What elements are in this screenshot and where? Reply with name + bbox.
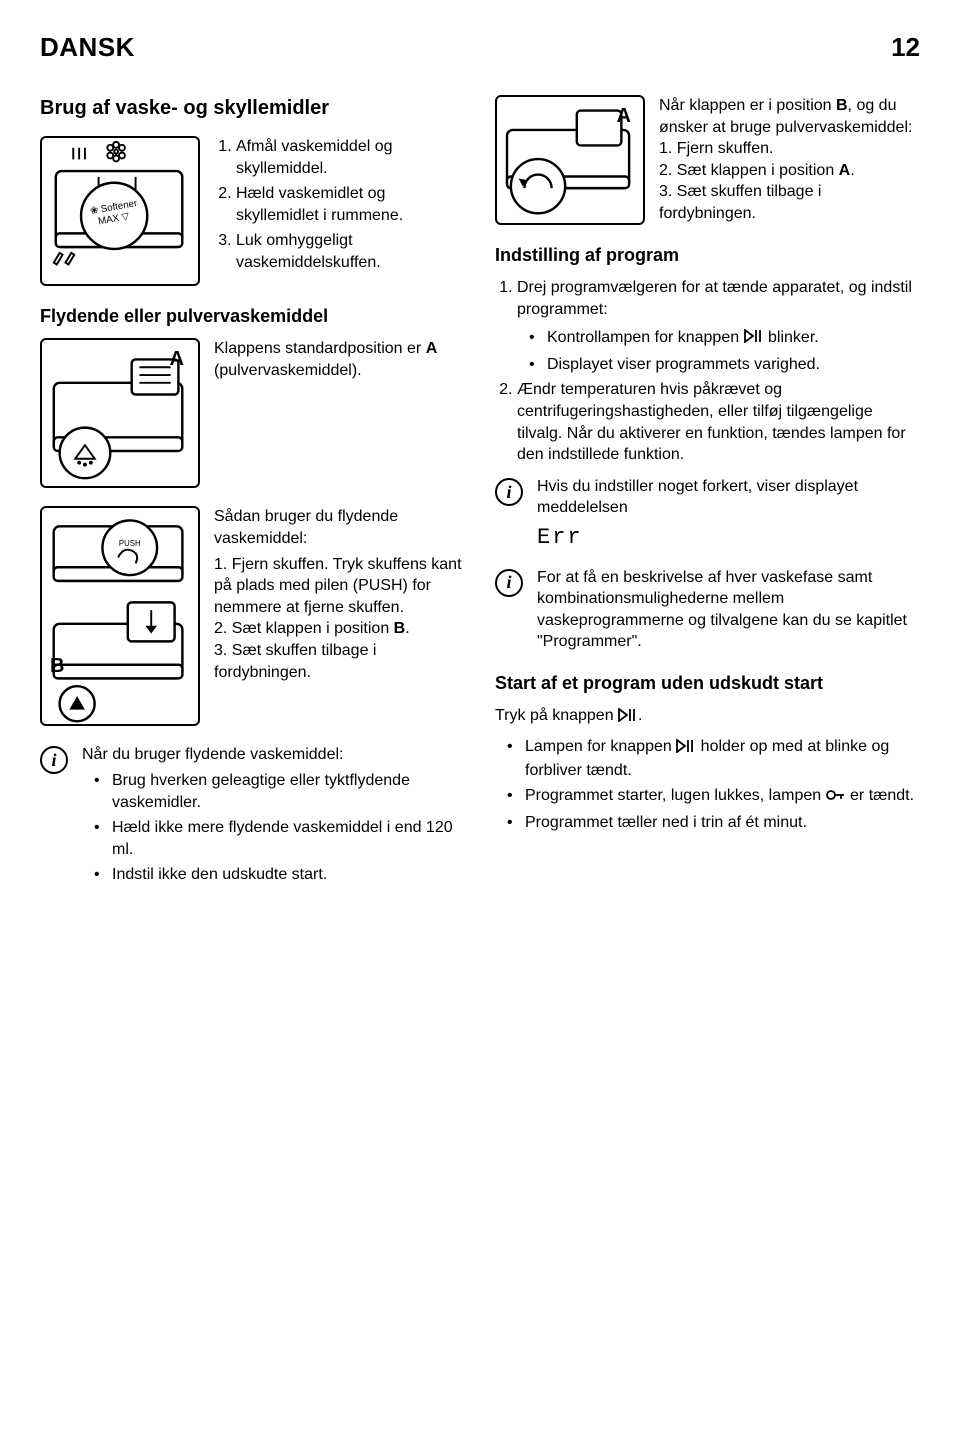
step-1: Afmål vaskemiddel og skyllemiddel.	[236, 136, 465, 179]
drawer-flap-a-figure: A	[40, 338, 200, 488]
subsection-liquid-powder: Flydende eller pulvervaskemiddel	[40, 304, 465, 328]
info-icon: i	[495, 478, 523, 506]
drawer-flap-b-figure: B PUSH	[40, 506, 200, 726]
row-flap-b: B PUSH	[40, 506, 465, 726]
start-pause-icon	[744, 328, 764, 350]
step-2: Hæld vaskemidlet og skyllemidlet i rumme…	[236, 183, 465, 226]
info-err: i Hvis du indstiller noget forkert, vise…	[495, 476, 920, 553]
label-a-right: A	[617, 103, 631, 130]
step-3: Luk omhyggeligt vaskemiddelskuffen.	[236, 230, 465, 273]
prog-1: Drej programvælgeren for at tænde appara…	[517, 277, 920, 375]
liquid-steps: Sådan bruger du flydende vaskemiddel: 1.…	[214, 506, 465, 726]
subsection-start: Start af et program uden udskudt start	[495, 671, 920, 695]
info-programs-ref: i For at få en beskrivelse af hver vaske…	[495, 567, 920, 653]
two-column-layout: Brug af vaske- og skyllemidler	[40, 95, 920, 904]
door-lock-icon	[826, 787, 846, 809]
row-flap-a: A	[40, 338, 465, 488]
prog-2: Ændr temperaturen hvis påkrævet og centr…	[517, 379, 920, 465]
subsection-program: Indstilling af program	[495, 243, 920, 267]
svg-text:PUSH: PUSH	[119, 539, 141, 548]
info-liquid-warning: i Når du bruger flydende vaskemiddel: Br…	[40, 744, 465, 890]
page-number: 12	[891, 30, 920, 65]
page-header: DANSK 12	[40, 30, 920, 65]
info-icon: i	[495, 569, 523, 597]
label-a: A	[170, 346, 184, 373]
section-title-detergent: Brug af vaske- og skyllemidler	[40, 95, 465, 122]
start-instruction: Tryk på knappen .	[495, 705, 920, 728]
start-pause-icon	[618, 707, 638, 729]
flap-a-right-text: Når klappen er i position B, og du ønske…	[659, 95, 920, 225]
info-bullets: Brug hverken geleagtige eller tyktflyden…	[82, 770, 465, 886]
step-list-wrapper: Afmål vaskemiddel og skyllemiddel. Hæld …	[214, 136, 465, 286]
row-step-figure: ❀ Softener MAX ▽ Afmål vaskemiddel og sk…	[40, 136, 465, 286]
left-column: Brug af vaske- og skyllemidler	[40, 95, 465, 904]
info-icon: i	[40, 746, 68, 774]
flap-a-text: Klappens standardposition er A (pulverva…	[214, 338, 465, 488]
header-language: DANSK	[40, 30, 135, 65]
drawer-flap-a-right-figure: A	[495, 95, 645, 225]
row-flap-a-right: A Når klappen er i position B, og du øns…	[495, 95, 920, 225]
step-list: Afmål vaskemiddel og skyllemiddel. Hæld …	[214, 136, 465, 274]
start-pause-icon	[676, 738, 696, 760]
right-column: A Når klappen er i position B, og du øns…	[495, 95, 920, 904]
err-code: Err	[537, 523, 920, 553]
prog-1-bullets: Kontrollampen for knappen blinker. Displ…	[517, 327, 920, 376]
drawer-softener-figure: ❀ Softener MAX ▽	[40, 136, 200, 286]
label-b: B	[50, 653, 64, 680]
start-bullets: Lampen for knappen holder op med at blin…	[495, 736, 920, 834]
info-text: Når du bruger flydende vaskemiddel: Brug…	[82, 744, 465, 890]
program-list: Drej programvælgeren for at tænde appara…	[495, 277, 920, 465]
